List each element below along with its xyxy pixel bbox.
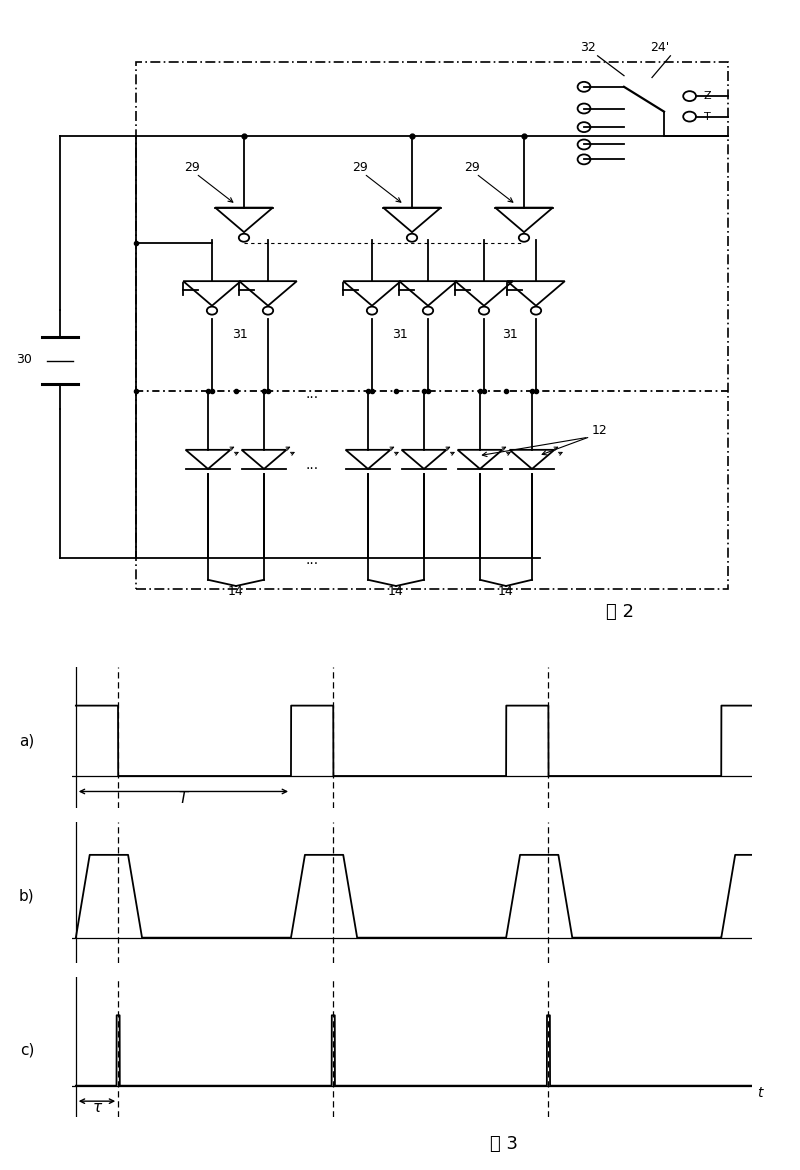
Text: 29: 29	[464, 160, 480, 173]
Text: 12: 12	[592, 424, 608, 438]
Text: 14: 14	[388, 585, 404, 598]
Text: τ: τ	[93, 1101, 102, 1115]
Text: 29: 29	[352, 160, 368, 173]
Text: Z: Z	[704, 91, 712, 101]
Text: 14: 14	[498, 585, 514, 598]
Text: a): a)	[19, 734, 34, 749]
Text: ...: ...	[306, 387, 318, 401]
Text: 14: 14	[228, 585, 244, 598]
Text: c): c)	[20, 1042, 34, 1058]
Text: 图 3: 图 3	[490, 1135, 518, 1152]
Text: T: T	[178, 791, 188, 806]
Text: ...: ...	[306, 459, 318, 473]
Text: 24': 24'	[650, 41, 670, 55]
Text: 29: 29	[184, 160, 200, 173]
Text: 图 2: 图 2	[606, 603, 634, 621]
Text: 31: 31	[232, 328, 248, 340]
Text: t: t	[757, 1086, 762, 1100]
Text: 31: 31	[502, 328, 518, 340]
Text: ...: ...	[306, 552, 318, 566]
Text: 31: 31	[392, 328, 408, 340]
Text: 32: 32	[580, 41, 596, 55]
Text: T: T	[704, 111, 710, 122]
Text: b): b)	[19, 889, 34, 903]
Text: 30: 30	[16, 353, 32, 366]
